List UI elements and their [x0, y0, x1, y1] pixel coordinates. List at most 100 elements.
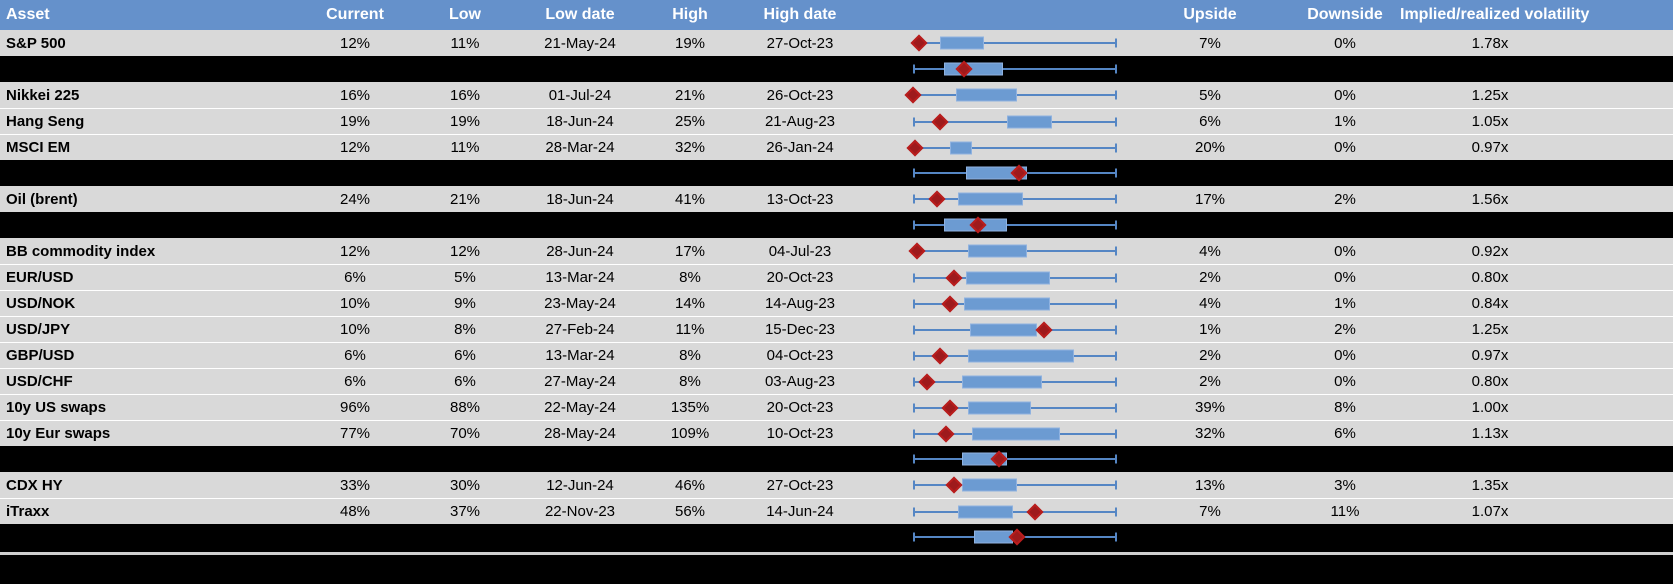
whisker-cap-right	[1115, 325, 1117, 334]
range-chart-cell	[860, 109, 1130, 134]
whisker-cap-left	[913, 351, 915, 360]
cell-low: 21%	[449, 190, 481, 208]
asset-name: BB commodity index	[6, 242, 156, 260]
whisker-cap-left	[913, 64, 915, 74]
whisker-line	[915, 146, 1117, 149]
whisker-cap-right	[1115, 532, 1117, 542]
column-header-high: High	[672, 6, 708, 23]
whisker-line	[913, 68, 1117, 70]
separator-row	[0, 160, 1673, 186]
cell-low_date: 21-May-24	[544, 34, 616, 52]
range-chart-cell	[860, 56, 1130, 82]
whisker-cap-left	[913, 532, 915, 542]
cell-high_date: 27-Oct-23	[766, 476, 834, 494]
cell-high: 8%	[679, 269, 701, 286]
cell-current: 12%	[339, 139, 371, 156]
table-row: 10y Eur swaps 77% 70% 28-May-24 109% 10-Oct-2…	[0, 420, 1673, 446]
cell-high_date: 20-Oct-23	[766, 399, 834, 416]
range-chart-cell	[860, 82, 1130, 108]
cell-impl_real: 0.80x	[1471, 373, 1509, 390]
box-plot	[913, 343, 1117, 368]
separator-row	[0, 524, 1673, 550]
table-row: S&P 500 12% 11% 21-May-24 19% 27-Oct-23 7% 0% 1.…	[0, 30, 1673, 56]
cell-impl_real: 0.80x	[1471, 269, 1509, 286]
bottom-divider-line	[0, 552, 1673, 555]
asset-name: Oil (brent)	[6, 190, 78, 208]
cell-upside: 20%	[1194, 139, 1226, 156]
whisker-cap-right	[1115, 273, 1117, 282]
whisker-cap-right	[1115, 246, 1117, 256]
quartile-box	[968, 244, 1028, 258]
cell-upside: 6%	[1199, 113, 1221, 130]
asset-name: iTraxx	[6, 503, 50, 520]
column-header-low: Low	[449, 6, 481, 23]
whisker-line	[913, 458, 1117, 460]
whisker-cap-left	[913, 273, 915, 282]
box-plot	[913, 109, 1117, 134]
range-chart-cell	[860, 524, 1130, 550]
box-plot	[913, 186, 1117, 212]
box-plot	[913, 212, 1117, 238]
current-level-diamond-icon	[941, 399, 959, 416]
whisker-cap-left	[913, 325, 915, 334]
cell-high: 41%	[674, 190, 706, 208]
cell-upside: 2%	[1199, 347, 1221, 364]
column-header-high_date: High date	[763, 6, 837, 23]
quartile-box	[943, 62, 1003, 76]
cell-high_date: 21-Aug-23	[764, 113, 836, 130]
cell-current: 12%	[339, 34, 371, 52]
cell-high: 135%	[670, 399, 710, 416]
range-chart-cell	[860, 395, 1130, 420]
cell-high_date: 26-Oct-23	[766, 86, 834, 104]
cell-high_date: 14-Aug-23	[764, 295, 836, 312]
quartile-box	[968, 349, 1075, 362]
cell-low: 12%	[449, 242, 481, 260]
cell-low_date: 18-Jun-24	[546, 190, 614, 208]
asset-name: Nikkei 225	[6, 86, 80, 104]
cell-high: 8%	[679, 373, 701, 390]
whisker-cap-left	[913, 194, 915, 204]
table-row: 10y US swaps 96% 88% 22-May-24 135% 20-Oct-23…	[0, 394, 1673, 420]
whisker-cap-left	[913, 117, 915, 126]
asset-name: 10y US swaps	[6, 399, 107, 416]
cell-downside: 0%	[1334, 242, 1356, 260]
cell-high: 11%	[675, 321, 705, 338]
table-row: USD/JPY 10% 8% 27-Feb-24 11% 15-Dec-23 1% 2% 1.2…	[0, 316, 1673, 342]
cell-high_date: 10-Oct-23	[766, 425, 834, 442]
whisker-cap-left	[913, 403, 915, 412]
cell-impl_real: 1.35x	[1471, 476, 1509, 494]
current-level-diamond-icon	[945, 476, 963, 494]
cell-high: 25%	[674, 113, 706, 130]
box-plot	[913, 56, 1117, 82]
whisker-line	[913, 510, 1117, 513]
cell-impl_real: 1.05x	[1471, 113, 1509, 130]
cell-current: 6%	[344, 347, 366, 364]
whisker-cap-right	[1115, 64, 1117, 74]
cell-upside: 13%	[1194, 476, 1226, 494]
cell-low: 6%	[454, 347, 476, 364]
cell-upside: 17%	[1194, 190, 1226, 208]
range-chart-cell	[860, 369, 1130, 394]
cell-low: 70%	[449, 425, 481, 442]
box-plot	[913, 317, 1117, 342]
column-header-current: Current	[326, 6, 384, 23]
asset-name: Hang Seng	[6, 113, 85, 130]
whisker-cap-right	[1115, 377, 1117, 386]
cell-impl_real: 0.84x	[1471, 295, 1509, 312]
current-level-diamond-icon	[1035, 321, 1053, 338]
current-level-diamond-icon	[931, 347, 949, 364]
current-level-diamond-icon	[1026, 503, 1044, 520]
cell-high: 109%	[670, 425, 710, 442]
whisker-cap-right	[1115, 143, 1117, 152]
cell-upside: 1%	[1199, 321, 1221, 338]
whisker-cap-right	[1115, 480, 1117, 490]
cell-downside: 0%	[1334, 347, 1356, 364]
asset-name: USD/CHF	[6, 373, 73, 390]
cell-downside: 0%	[1334, 269, 1356, 286]
cell-upside: 7%	[1199, 503, 1221, 520]
current-level-diamond-icon	[945, 269, 963, 286]
range-chart-cell	[860, 472, 1130, 498]
quartile-box	[955, 88, 1018, 102]
whisker-cap-left	[913, 454, 915, 464]
cell-impl_real: 1.07x	[1471, 503, 1509, 520]
